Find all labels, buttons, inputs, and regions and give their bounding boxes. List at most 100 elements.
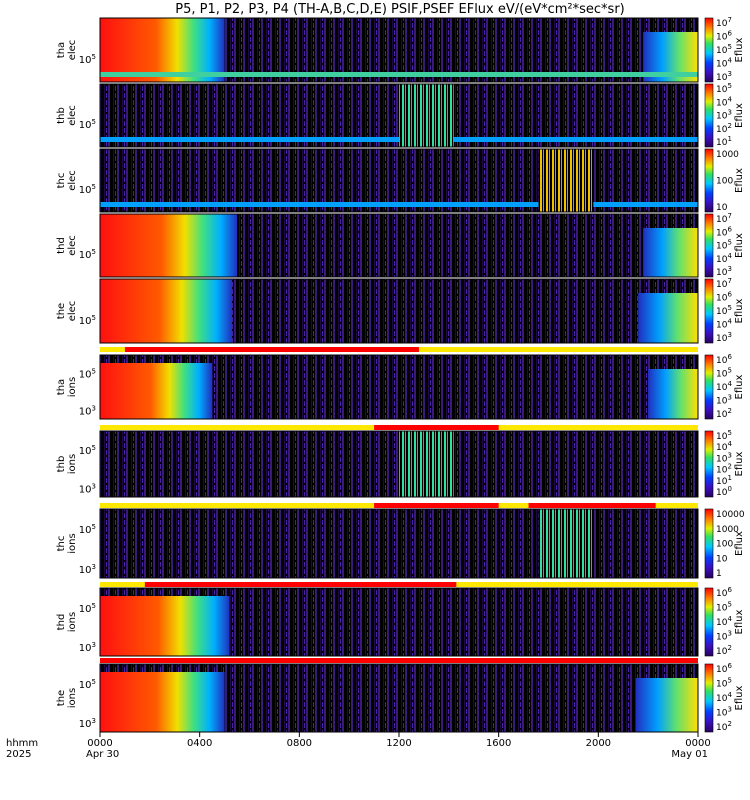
colorbar-tick-label: 102 bbox=[716, 407, 732, 420]
colorbar bbox=[704, 17, 714, 83]
mode-bars bbox=[100, 347, 698, 663]
y-tick-label-top: 105 bbox=[79, 444, 96, 457]
high-flux-region-late bbox=[648, 369, 698, 419]
panel-ylabel: thbelec bbox=[56, 105, 78, 126]
colorbar-tick-label: 104 bbox=[716, 691, 732, 704]
spectrogram-background bbox=[100, 149, 698, 212]
burst-interval bbox=[538, 149, 594, 212]
time-axis-date-label: Apr 30 bbox=[86, 749, 119, 760]
colorbar bbox=[704, 278, 714, 344]
colorbar-tick-label: 103 bbox=[716, 109, 732, 122]
colorbar-tick-label: 102 bbox=[716, 122, 732, 135]
colorbar-tick-label: 1000 bbox=[716, 150, 739, 160]
y-tick-label-top: 105 bbox=[79, 367, 96, 380]
panel-ylabel: thdions bbox=[56, 612, 78, 632]
burst-interval bbox=[399, 84, 454, 147]
panel-ylabel: thdelec bbox=[56, 235, 78, 256]
high-flux-region bbox=[100, 596, 230, 656]
colorbar-tick-label: 106 bbox=[716, 586, 732, 599]
high-flux-region-late bbox=[635, 678, 698, 732]
colorbar-tick-label: 104 bbox=[716, 57, 732, 70]
mode-bar-segment bbox=[144, 582, 457, 587]
colorbar-tick-label: 105 bbox=[716, 677, 732, 690]
colorbar bbox=[704, 663, 714, 733]
y-tick-label: 105 bbox=[79, 118, 96, 131]
colorbar-label: Eflux bbox=[734, 103, 745, 128]
high-flux-region bbox=[100, 18, 225, 82]
colorbar-tick-label: 101 bbox=[716, 474, 732, 487]
panel-ylabel: thcions bbox=[56, 533, 78, 553]
colorbar-tick-label: 107 bbox=[716, 277, 732, 290]
time-axis-label-line2: 2025 bbox=[6, 749, 31, 760]
time-axis-date-label: May 01 bbox=[671, 749, 708, 760]
time-axis-tick-label: 1200 bbox=[386, 738, 411, 749]
y-tick-label-bottom: 103 bbox=[79, 405, 96, 418]
colorbar-tick-label: 104 bbox=[716, 252, 732, 265]
colorbar-tick-label: 107 bbox=[716, 16, 732, 29]
time-axis-tick-label: 0800 bbox=[287, 738, 312, 749]
time-axis-label-line1: hhmm bbox=[6, 738, 38, 749]
burst-interval bbox=[399, 431, 454, 497]
colorbar bbox=[704, 587, 714, 657]
high-flux-region-late bbox=[638, 293, 698, 343]
colorbar-tick-label: 1 bbox=[716, 569, 722, 579]
y-tick-label-top: 105 bbox=[79, 678, 96, 691]
time-axis-tick-label: 0400 bbox=[187, 738, 212, 749]
colorbar-label: Eflux bbox=[734, 685, 745, 710]
colorbar-tick-label: 103 bbox=[716, 451, 732, 464]
colorbar-tick-label: 105 bbox=[716, 304, 732, 317]
panel-ylabel: thaions bbox=[56, 377, 78, 397]
time-axis-tick-label: 1600 bbox=[486, 738, 511, 749]
time-axis-tick-label: 2000 bbox=[586, 738, 611, 749]
panel-frame bbox=[99, 430, 699, 498]
colorbar-tick-label: 1000 bbox=[716, 525, 739, 535]
colorbar-tick-label: 103 bbox=[716, 70, 732, 83]
y-tick-label-bottom: 103 bbox=[79, 563, 96, 576]
panel-frame bbox=[99, 278, 699, 344]
colorbar-tick-label: 104 bbox=[716, 318, 732, 331]
colorbar bbox=[704, 508, 714, 579]
mode-bar-segment bbox=[374, 503, 499, 508]
mode-bar-segment bbox=[374, 425, 499, 430]
burst-interval bbox=[538, 509, 594, 578]
colorbar-tick-label: 102 bbox=[716, 644, 732, 657]
colorbar bbox=[704, 148, 714, 213]
colorbar-tick-label: 10 bbox=[716, 203, 728, 213]
panel-frame bbox=[99, 508, 699, 579]
panel-frame bbox=[99, 148, 699, 213]
colorbar-tick-label: 104 bbox=[716, 440, 732, 453]
high-flux-region bbox=[100, 363, 213, 419]
colorbar-tick-label: 106 bbox=[716, 353, 732, 366]
colorbar-tick-label: 103 bbox=[716, 265, 732, 278]
colorbar bbox=[704, 354, 714, 420]
low-energy-band bbox=[100, 202, 698, 207]
y-tick-label-bottom: 103 bbox=[79, 717, 96, 730]
mode-bar-segment bbox=[528, 503, 656, 508]
colorbar-tick-label: 105 bbox=[716, 43, 732, 56]
spectrogram-background bbox=[100, 509, 698, 578]
time-axis-tick-label: 0000 bbox=[685, 738, 710, 749]
high-flux-region-late bbox=[643, 228, 698, 277]
colorbar-tick-label: 104 bbox=[716, 95, 732, 108]
colorbar-tick-label: 105 bbox=[716, 429, 732, 442]
y-tick-label: 105 bbox=[79, 248, 96, 261]
low-energy-band bbox=[100, 72, 698, 77]
colorbar-tick-label: 103 bbox=[716, 394, 732, 407]
colorbar-label: Eflux bbox=[734, 298, 745, 323]
colorbar-tick-label: 100 bbox=[716, 540, 733, 550]
time-axis-tick-label: 0000 bbox=[87, 738, 112, 749]
y-tick-label-bottom: 103 bbox=[79, 641, 96, 654]
panel-frame bbox=[99, 213, 699, 278]
high-flux-region bbox=[100, 214, 238, 277]
colorbar-tick-label: 102 bbox=[716, 720, 732, 733]
high-flux-region bbox=[100, 279, 233, 343]
colorbar-tick-label: 103 bbox=[716, 331, 732, 344]
colorbar-tick-label: 105 bbox=[716, 367, 732, 380]
panel-ylabel: thcelec bbox=[56, 170, 78, 191]
